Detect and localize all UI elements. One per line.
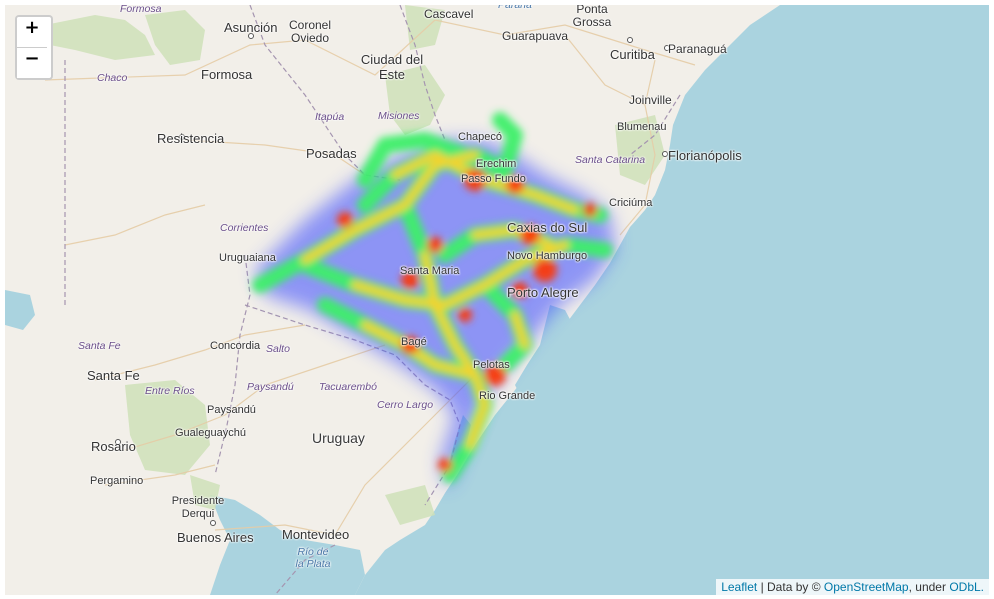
region-label-itapua: Itapúa xyxy=(315,111,345,123)
zoom-control: + − xyxy=(15,15,53,80)
hotspot-passo-fundo xyxy=(464,169,486,191)
city-label-resistencia: Resistencia xyxy=(157,131,225,146)
city-label-criciuma: Criciúma xyxy=(609,197,653,209)
city-label-coronel-oviedo: Coronel Oviedo xyxy=(288,18,332,45)
lagoa-dos-patos xyxy=(515,305,573,395)
country-label-uruguay: Uruguay xyxy=(312,430,365,446)
city-label-curitiba: Curitiba xyxy=(610,47,655,62)
water-label-rio-de-la-plata: Río de la Plata xyxy=(295,546,331,570)
city-label-porto-alegre: Porto Alegre xyxy=(507,285,579,300)
city-label-erechim: Erechim xyxy=(476,158,517,170)
zoom-in-button[interactable]: + xyxy=(17,17,47,48)
city-label-santa-fe: Santa Fe xyxy=(87,368,140,383)
city-label-cascavel: Cascavel xyxy=(424,7,474,21)
city-label-joinville: Joinville xyxy=(629,93,672,107)
zoom-out-button[interactable]: − xyxy=(17,48,47,78)
rio-de-la-plata xyxy=(210,495,365,595)
city-label-novo-hamburgo: Novo Hamburgo xyxy=(507,250,588,262)
city-label-santa-maria: Santa Maria xyxy=(400,265,460,277)
region-label-chaco: Chaco xyxy=(97,72,128,84)
city-label-buenos-aires: Buenos Aires xyxy=(177,530,254,545)
region-label-entre-rios: Entre Ríos xyxy=(145,385,195,397)
city-label-ciudad-del-este: Ciudad del Este xyxy=(360,52,424,82)
hotspot-center xyxy=(458,308,472,322)
city-label-guarapuava: Guarapuava xyxy=(502,29,569,43)
forest-north-west xyxy=(45,15,155,60)
region-label-santa-fe: Santa Fe xyxy=(78,340,121,352)
hotspot-novo-hamburgo xyxy=(533,258,557,282)
city-label-uruguaiana: Uruguaiana xyxy=(219,252,276,264)
city-label-rosario: Rosario xyxy=(91,439,136,454)
city-label-rio-grande: Rio Grande xyxy=(479,390,536,402)
city-label-pergamino: Pergamino xyxy=(90,475,144,487)
lake-west xyxy=(5,290,35,330)
forest-delta xyxy=(190,475,220,510)
hotspot-santa-maria xyxy=(401,271,419,289)
heatmap-core xyxy=(252,112,613,483)
forest-entre-rios xyxy=(125,380,210,475)
city-label-posadas: Posadas xyxy=(306,146,357,161)
attribution-under: , under xyxy=(908,580,950,594)
region-label-paysandu: Paysandú xyxy=(247,381,294,393)
hotspot-porto-alegre xyxy=(512,282,528,298)
hotspot-west xyxy=(337,212,353,228)
region-label-formosa: Formosa xyxy=(120,5,162,15)
city-label-blumenau: Blumenau xyxy=(617,121,667,133)
region-label-corrientes: Corrientes xyxy=(220,222,269,234)
city-label-ponta-grossa: Ponta Grossa xyxy=(572,5,612,29)
city-label-paranagua: Paranaguá xyxy=(668,42,727,56)
hotspot-south xyxy=(438,458,452,472)
hotspot-pelotas xyxy=(484,364,506,386)
city-label-chapeco: Chapecó xyxy=(458,131,503,143)
city-label-caxias-do-sul: Caxias do Sul xyxy=(507,220,588,235)
forest-north xyxy=(145,10,205,65)
attribution: Leaflet | Data by © OpenStreetMap, under… xyxy=(716,579,989,595)
city-label-asuncion: Asunción xyxy=(224,20,278,35)
region-label-salto: Salto xyxy=(266,343,290,355)
hotspot-bage xyxy=(401,336,419,354)
city-label-formosa: Formosa xyxy=(201,67,253,82)
hotspot-east xyxy=(583,203,597,217)
openstreetmap-link[interactable]: OpenStreetMap xyxy=(823,580,909,594)
region-label-santa-catarina: Santa Catarina xyxy=(575,154,646,166)
city-label-paysandu: Paysandú xyxy=(207,404,256,416)
odbl-link[interactable]: ODbL. xyxy=(949,580,984,594)
city-label-florianopolis: Florianópolis xyxy=(668,148,742,163)
base-map-tiles xyxy=(5,5,989,595)
region-label-tacuarembo: Tacuarembó xyxy=(319,381,377,393)
road-network xyxy=(44,19,696,536)
region-label-cerro-largo: Cerro Largo xyxy=(377,399,434,411)
city-label-bage: Bagé xyxy=(401,336,427,348)
forest-misiones xyxy=(385,65,445,135)
hotspot-cruz-alta xyxy=(427,237,443,253)
city-label-gualeguaychu: Gualeguaychú xyxy=(175,427,246,439)
atlantic-ocean xyxy=(355,5,989,595)
city-label-concordia: Concordia xyxy=(210,340,261,352)
region-label-misiones: Misiones xyxy=(378,110,420,122)
forest-uruguay-south xyxy=(385,485,435,525)
city-markers xyxy=(115,33,670,526)
hotspot-erechim xyxy=(506,176,524,194)
leaflet-link[interactable]: Leaflet xyxy=(721,580,758,594)
water-label-parana: Paraná xyxy=(498,5,532,11)
city-label-passo-fundo: Passo Fundo xyxy=(461,173,526,185)
city-label-presidente-derqui: Presidente Derqui xyxy=(171,495,225,520)
city-label-montevideo: Montevideo xyxy=(282,527,350,542)
city-label-pelotas: Pelotas xyxy=(473,359,510,371)
hotspot-caxias xyxy=(520,225,540,245)
attribution-separator: | Data by © xyxy=(757,580,824,594)
map-view[interactable]: Asunción Coronel Oviedo Cascavel Ponta G… xyxy=(5,5,989,595)
